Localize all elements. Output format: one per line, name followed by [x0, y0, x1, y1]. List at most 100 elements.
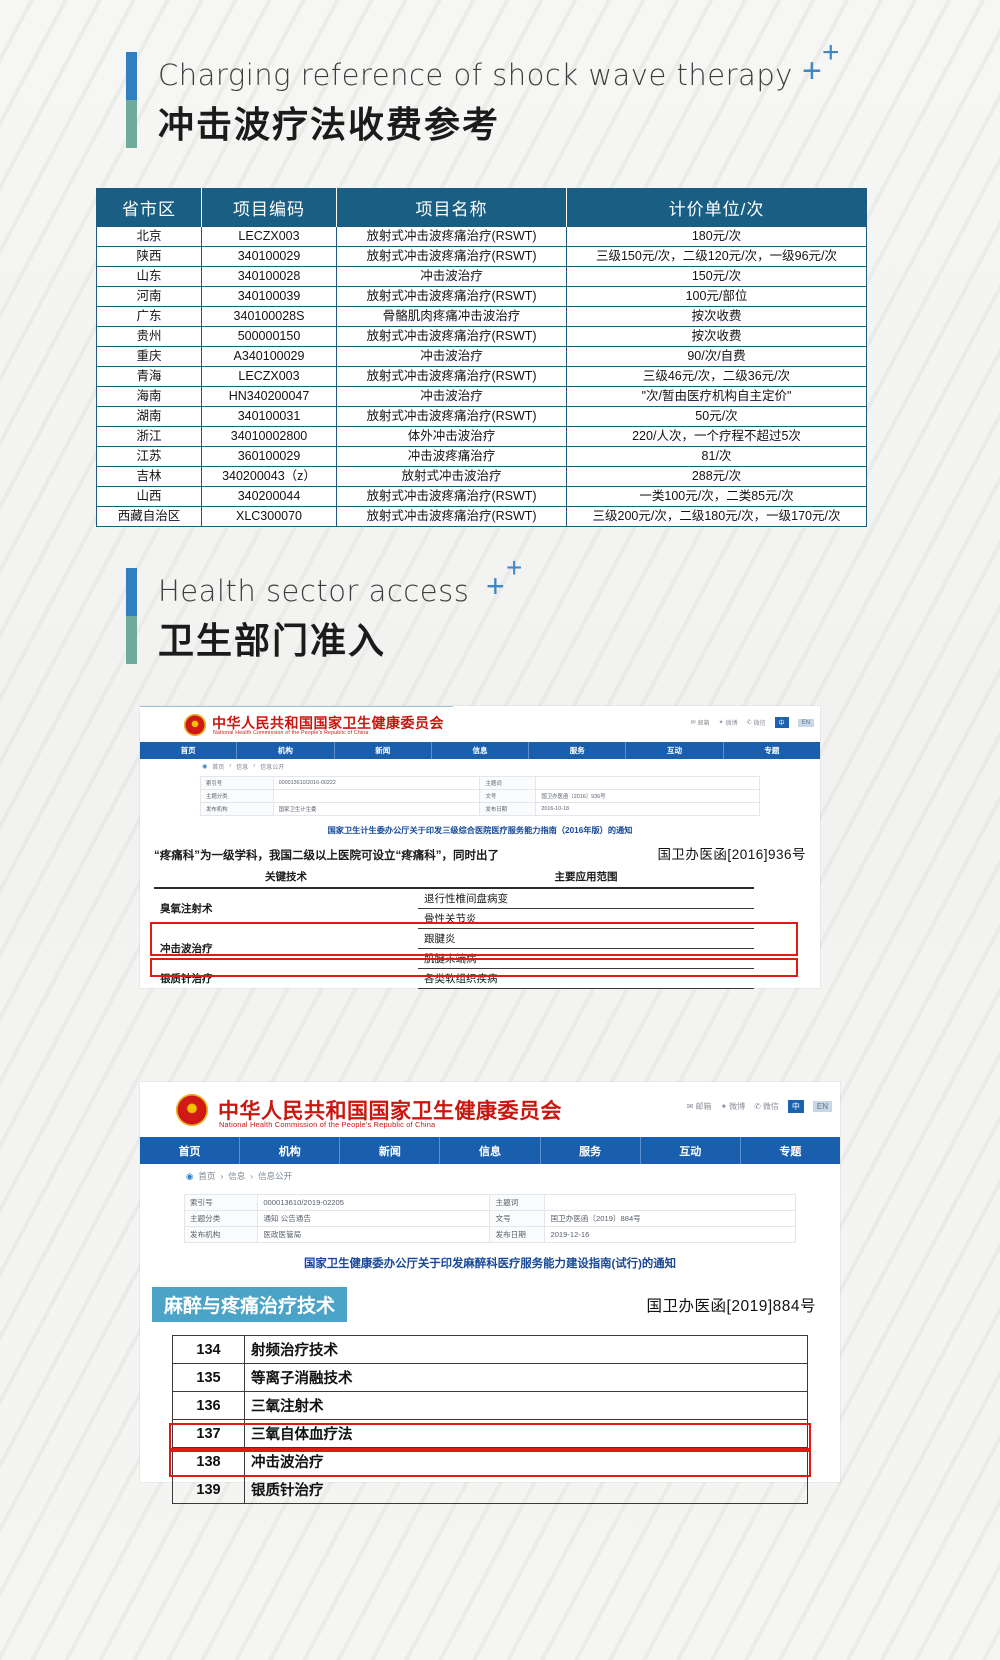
- nav-item-interact[interactable]: 互动: [626, 742, 724, 759]
- national-emblem-icon: [184, 714, 206, 736]
- mail-tool[interactable]: ✉ 邮箱: [691, 718, 710, 727]
- cell-region: 河南: [96, 286, 202, 307]
- gov-header-2016: 中华人民共和国国家卫生健康委员会 National Health Commiss…: [140, 706, 820, 742]
- lang-en-button-2019[interactable]: EN: [812, 1101, 832, 1112]
- cell-code: LECZX003: [201, 366, 337, 387]
- nav-item-info-2019[interactable]: 信息: [440, 1137, 541, 1164]
- gov-nav-2016[interactable]: 首页 机构 新闻 信息 服务 互动 专题: [140, 742, 820, 759]
- table-row: 山西 340200044 放射式冲击波疼痛治疗(RSWT) 一类100元/次，二类85…: [96, 486, 867, 507]
- key-technique-table-2016: 关键技术 主要应用范围 臭氧注射术 退行性椎间盘病变 骨性关节炎 冲击波治疗 跟腱炎 肌腱…: [154, 866, 754, 989]
- plus-decoration: + +: [802, 36, 840, 90]
- list-item-name: 三氧注射术: [244, 1391, 808, 1420]
- gov-nav-2019[interactable]: 首页 机构 新闻 信息 服务 互动 专题: [140, 1137, 840, 1164]
- wechat-tool-2019[interactable]: ✆ 微信: [754, 1101, 779, 1112]
- screenshot-2019: 中华人民共和国国家卫生健康委员会 National Health Commiss…: [140, 1082, 840, 1504]
- weibo-tool[interactable]: ✦ 微博: [719, 718, 738, 727]
- cell-name: 冲击波治疗: [336, 386, 567, 407]
- breadcrumb-home[interactable]: 首页: [212, 764, 225, 771]
- gov-toolbar: ✉ 邮箱 ✦ 微博 ✆ 微信 中 EN: [691, 717, 814, 728]
- price-reference-table: 省市区 项目编码 项目名称 计价单位/次 北京 LECZX003 放射式冲击波疼痛治…: [96, 188, 867, 527]
- nav-item-service-2019[interactable]: 服务: [541, 1137, 641, 1164]
- section-title-cn: 冲击波疗法收费参考: [158, 104, 501, 145]
- mail-icon-2019: ✉: [686, 1102, 694, 1111]
- ktable-row: 冲击波治疗 跟腱炎: [154, 928, 754, 955]
- weibo-icon: ✦: [718, 720, 724, 726]
- breadcrumb-home-2019[interactable]: 首页: [198, 1171, 216, 1181]
- cell-name: 放射式冲击波疼痛治疗(RSWT): [336, 326, 567, 347]
- doc-meta-table-2016: 索引号 000013610/2016-00222 主题词 主题分类 文号 国卫办…: [200, 776, 760, 816]
- table-row: 北京 LECZX003 放射式冲击波疼痛治疗(RSWT) 180元/次: [96, 226, 867, 247]
- meta-val-class: [272, 789, 481, 803]
- technique-category-pill: 麻醉与疼痛治疗技术: [152, 1287, 348, 1322]
- table-row: 河南 340100039 放射式冲击波疼痛治疗(RSWT) 100元/部位: [96, 286, 867, 307]
- ktable-scope: 跟腱炎: [418, 928, 754, 949]
- breadcrumb-public-2019[interactable]: 信息公开: [258, 1171, 293, 1181]
- nav-item-org-2019[interactable]: 机构: [240, 1137, 341, 1164]
- cell-price: 220/人次，一个疗程不超过5次: [566, 426, 867, 447]
- list-item: 134 射频治疗技术: [172, 1335, 808, 1364]
- meta-row: 索引号 000013610/2016-00222 主题词: [200, 776, 760, 790]
- table-row: 江苏 360100029 冲击波疼痛治疗 81/次: [96, 446, 867, 467]
- meta-key-topic: 主题词: [479, 776, 537, 790]
- cell-code: HN340200047: [201, 386, 337, 407]
- cell-name: 体外冲击波治疗: [336, 426, 567, 447]
- cell-price: 三级46元/次，二级36元/次: [566, 366, 867, 387]
- gov-topline: [140, 706, 453, 707]
- cell-price: "次/暂由医疗机构自主定价": [566, 386, 867, 407]
- breadcrumb-sep-2: ›: [253, 763, 256, 769]
- technique-list-table-2019: 134 射频治疗技术 135 等离子消融技术 136 三氧注射术 137 三氧自体血疗法 138…: [172, 1335, 808, 1504]
- list-item: 138 冲击波治疗: [172, 1447, 808, 1476]
- table-row: 浙江 34010002800 体外冲击波治疗 220/人次，一个疗程不超过5次: [96, 426, 867, 447]
- list-item-name: 射频治疗技术: [244, 1335, 808, 1364]
- breadcrumb-info-2019[interactable]: 信息: [228, 1171, 246, 1181]
- list-item-name: 银质针治疗: [244, 1475, 808, 1504]
- wechat-icon: ✆: [746, 720, 752, 726]
- cell-region: 贵州: [96, 326, 202, 347]
- wechat-tool[interactable]: ✆ 微信: [747, 718, 766, 727]
- cell-name: 放射式冲击波疼痛治疗(RSWT): [336, 406, 567, 427]
- nav-item-news[interactable]: 新闻: [335, 742, 432, 759]
- breadcrumb-public[interactable]: 信息公开: [260, 764, 285, 771]
- lang-zh-button-2019[interactable]: 中: [787, 1100, 804, 1113]
- list-item: 137 三氧自体血疗法: [172, 1419, 808, 1448]
- meta-val-org-2019: 医政医管局: [257, 1226, 491, 1243]
- cell-name: 冲击波治疗: [336, 346, 567, 367]
- cell-region: 山东: [96, 266, 202, 287]
- meta-val-class-2019: 通知 公告通告: [257, 1210, 491, 1227]
- nav-item-service[interactable]: 服务: [529, 742, 627, 759]
- nav-item-topic-2019[interactable]: 专题: [779, 1145, 802, 1158]
- table-row: 贵州 500000150 放射式冲击波疼痛治疗(RSWT) 按次收费: [96, 326, 867, 347]
- nav-item-interact-2019[interactable]: 互动: [641, 1137, 741, 1164]
- cell-code: 340100028S: [201, 306, 337, 327]
- meta-row: 主题分类 文号 国卫办医函〔2016〕936号: [200, 789, 760, 803]
- wechat-label: 微信: [753, 721, 766, 727]
- col-header-price: 计价单位/次: [566, 188, 867, 227]
- nav-item-home-2019[interactable]: 首页: [140, 1137, 241, 1164]
- pill-row-2019: 麻醉与疼痛治疗技术 国卫办医函[2019]884号: [152, 1287, 828, 1322]
- cell-name: 放射式冲击波疼痛治疗(RSWT): [336, 226, 567, 247]
- wechat-icon-2019: ✆: [754, 1102, 761, 1111]
- cell-price: 一类100元/次，二类85元/次: [566, 486, 867, 507]
- nav-item-info[interactable]: 信息: [432, 742, 530, 759]
- ktable-header-row: 关键技术 主要应用范围: [154, 866, 754, 889]
- mail-tool-2019[interactable]: ✉ 邮箱: [687, 1101, 712, 1112]
- meta-val-docno-2019: 国卫办医函〔2019〕884号: [544, 1210, 796, 1227]
- weibo-tool-2019[interactable]: ✦ 微博: [720, 1101, 745, 1112]
- nav-item-topic[interactable]: 专题: [764, 746, 780, 755]
- doc-title-2019: 国家卫生健康委办公厅关于印发麻醉科医疗服务能力建设指南(试行)的通知: [303, 1258, 677, 1270]
- lang-zh-button[interactable]: 中: [774, 717, 789, 728]
- lang-en-button[interactable]: EN: [797, 718, 814, 727]
- cell-price: 100元/部位: [566, 286, 867, 307]
- cell-code: 360100029: [201, 446, 337, 467]
- cell-name: 冲击波疼痛治疗: [336, 446, 567, 467]
- meta-key-org-2019: 发布机构: [183, 1226, 259, 1243]
- nav-item-home[interactable]: 首页: [140, 742, 238, 759]
- breadcrumb-info[interactable]: 信息: [236, 764, 249, 771]
- cell-region: 北京: [96, 226, 202, 247]
- cell-price: 三级150元/次，二级120元/次，一级96元/次: [566, 246, 867, 267]
- nav-item-org[interactable]: 机构: [237, 742, 335, 759]
- cell-region: 湖南: [96, 406, 202, 427]
- cell-region: 西藏自治区: [96, 506, 202, 527]
- ktable-scope: 各类软组织疾病: [418, 968, 754, 989]
- nav-item-news-2019[interactable]: 新闻: [340, 1137, 441, 1164]
